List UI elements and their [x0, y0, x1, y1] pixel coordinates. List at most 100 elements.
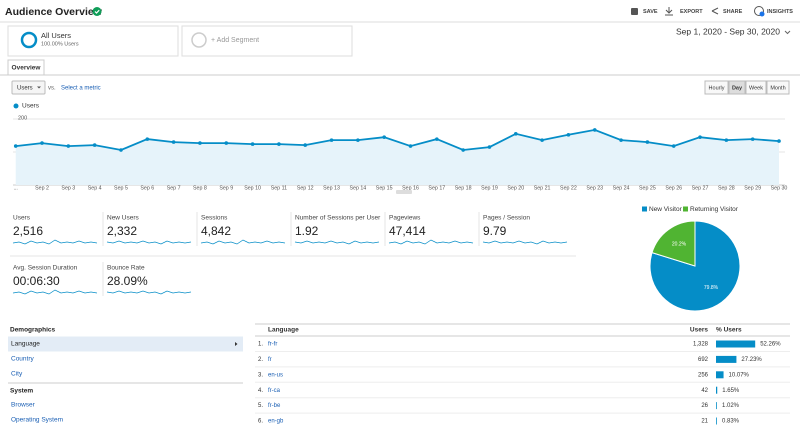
row-pct: 10.07%: [729, 372, 750, 378]
sidebar-item[interactable]: Operating System: [11, 417, 63, 424]
row-language[interactable]: en-us: [268, 372, 283, 378]
tab-label[interactable]: Overview: [12, 65, 42, 72]
save-icon[interactable]: [631, 8, 638, 15]
point: [698, 135, 702, 139]
granularity-button[interactable]: [704, 80, 729, 95]
point: [592, 128, 597, 132]
segment-card[interactable]: [7, 25, 179, 57]
metric-value: 4,842: [201, 224, 231, 238]
sidebar-item[interactable]: City: [11, 371, 23, 378]
pct-bar: [716, 340, 756, 348]
row-pct: 1.02%: [722, 403, 740, 409]
add-segment-card[interactable]: [181, 25, 353, 57]
header-action[interactable]: EXPORT: [680, 9, 703, 15]
point: [435, 137, 439, 141]
row-language[interactable]: fr-ca: [268, 388, 281, 394]
scroll-handle[interactable]: [396, 190, 412, 194]
x-tick-label: Sep 22: [560, 185, 577, 191]
sparkline: [106, 240, 192, 245]
point: [513, 132, 518, 136]
x-tick-label: Sep 21: [534, 185, 551, 191]
granularity-button[interactable]: [745, 80, 767, 95]
x-tick-label: Sep 5: [114, 185, 128, 191]
metric-label: New Users: [107, 215, 140, 222]
legend-swatch: [642, 206, 647, 212]
point: [66, 144, 71, 148]
granularity-label[interactable]: Month: [770, 85, 785, 91]
x-tick-label: Sep 10: [244, 185, 261, 191]
segment-circle: [20, 31, 38, 49]
pct-bar: [716, 386, 718, 394]
row-language[interactable]: fr-be: [268, 403, 281, 409]
x-tick-label: Sep 15: [376, 185, 393, 191]
sparkline: [388, 239, 474, 245]
row-rank: 6.: [258, 419, 263, 425]
sidebar-section-title: System: [10, 388, 33, 395]
x-tick-label: Sep 28: [718, 185, 735, 191]
metric-dropdown[interactable]: [11, 80, 46, 95]
sparkline: [482, 240, 568, 245]
row-pct: 52.26%: [760, 342, 781, 348]
date-range[interactable]: Sep 1, 2020 - Sep 30, 2020: [676, 26, 780, 36]
granularity-button[interactable]: [728, 80, 746, 95]
point: [250, 142, 255, 146]
x-tick-label: Sep 24: [613, 185, 630, 191]
select-metric[interactable]: Select a metric: [61, 86, 101, 92]
x-tick-label: Sep 2: [35, 185, 49, 191]
sidebar-item[interactable]: Language: [11, 341, 40, 348]
point: [382, 135, 386, 139]
granularity-label[interactable]: Day: [732, 85, 743, 91]
point: [619, 138, 623, 142]
metric-label: Avg. Session Duration: [13, 265, 78, 272]
x-tick-label: Sep 14: [349, 185, 366, 191]
x-tick-label: Sep 26: [665, 185, 682, 191]
row-users: 256: [698, 372, 709, 378]
share-icon[interactable]: [711, 7, 719, 15]
line: [15, 128, 780, 151]
add-segment[interactable]: + Add Segment: [211, 37, 259, 44]
vs-label: vs.: [48, 86, 56, 92]
granularity-label[interactable]: Week: [749, 85, 763, 91]
row-pct: 27.23%: [741, 357, 762, 363]
metric-label[interactable]: Users: [17, 86, 33, 92]
header-action[interactable]: SHARE: [723, 9, 743, 15]
point: [119, 148, 123, 152]
sidebar-item[interactable]: Country: [11, 356, 35, 363]
page-title: Audience Overview: [5, 6, 103, 18]
legend-label: New Visitor: [649, 206, 683, 213]
sparkline: [12, 289, 98, 295]
date-caret[interactable]: [784, 30, 791, 35]
legend-swatch: [683, 206, 688, 212]
row-language[interactable]: fr-fr: [268, 342, 277, 348]
row-rank: 5.: [258, 403, 263, 409]
row-language[interactable]: fr: [268, 357, 272, 363]
sidebar-arrow: [235, 342, 238, 346]
metric-label: Sessions: [201, 215, 228, 222]
x-tick-label: Sep 29: [744, 185, 761, 191]
x-tick-label: Sep 11: [271, 185, 287, 191]
x-tick-label: Sep 9: [219, 185, 233, 191]
row-language[interactable]: en-gb: [268, 419, 284, 425]
x-tick-label: Sep 25: [639, 185, 656, 191]
row-pct: 1.65%: [722, 388, 740, 394]
point: [40, 141, 44, 145]
x-tick-label: Sep 13: [323, 185, 340, 191]
header-action[interactable]: SAVE: [643, 9, 658, 15]
point: [13, 144, 18, 148]
sidebar-item[interactable]: Browser: [11, 402, 36, 409]
y-tick-label: 200: [18, 115, 27, 121]
legend-dot: [13, 103, 19, 109]
sparkline: [12, 239, 98, 245]
row-users: 21: [701, 419, 708, 425]
granularity-label[interactable]: Hourly: [709, 85, 725, 91]
export-icon[interactable]: [665, 7, 673, 16]
row-rank: 3.: [258, 372, 263, 378]
point: [461, 148, 465, 152]
row-users: 42: [701, 388, 708, 394]
granularity-button[interactable]: [766, 80, 790, 95]
point: [724, 138, 729, 142]
insights-icon[interactable]: [754, 6, 764, 16]
header-action[interactable]: INSIGHTS: [767, 9, 793, 15]
pct-bar: [716, 402, 717, 410]
segment-name[interactable]: All Users: [41, 31, 71, 40]
